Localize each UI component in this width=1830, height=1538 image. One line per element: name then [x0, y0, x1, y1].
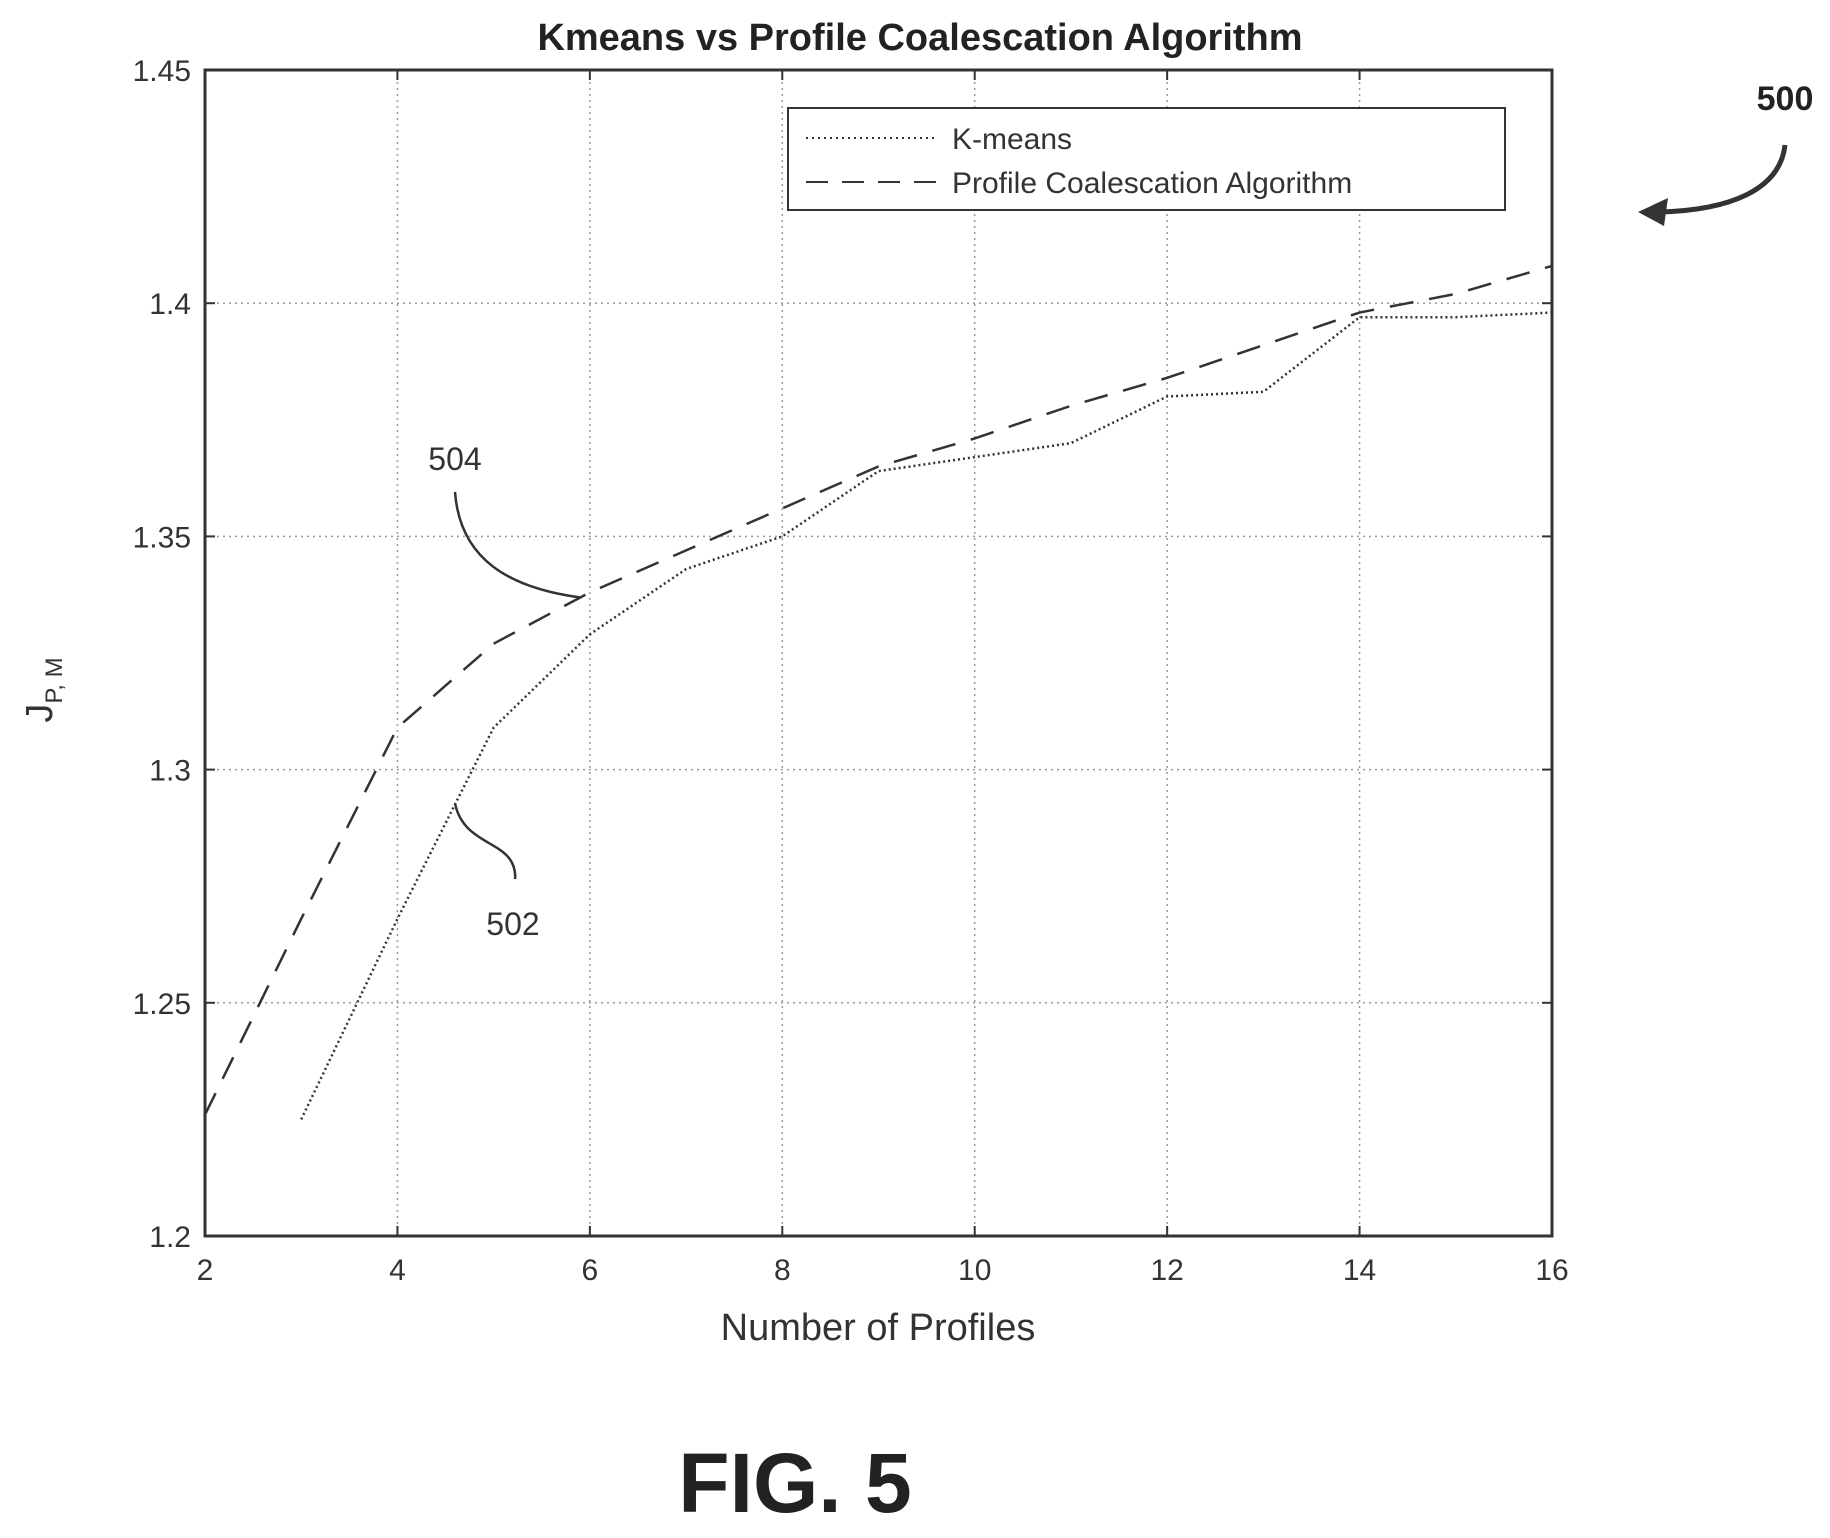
grid: [205, 70, 1552, 1236]
x-tick-label: 2: [197, 1254, 214, 1287]
y-axis-label: JP, M: [19, 657, 68, 722]
chart-title: Kmeans vs Profile Coalescation Algorithm: [537, 17, 1302, 59]
legend-label-kmeans: K-means: [952, 123, 1072, 156]
y-tick-label: 1.35: [133, 521, 191, 554]
y-tick-label: 1.2: [149, 1221, 191, 1254]
legend-label-pca: Profile Coalescation Algorithm: [952, 167, 1352, 200]
series-line-profile-coalescation: [203, 264, 1553, 1116]
annotation-502: 502: [453, 803, 540, 942]
y-tick-label: 1.45: [133, 55, 191, 88]
x-tick-label: 12: [1150, 1254, 1183, 1287]
svg-text:JP, M: JP, M: [19, 657, 68, 722]
figure-ref: 500: [1638, 80, 1813, 226]
svg-text:502: 502: [486, 906, 539, 942]
x-tick-label: 4: [389, 1254, 406, 1287]
x-tick-label: 8: [774, 1254, 791, 1287]
figure-caption: FIG. 5: [678, 1436, 911, 1530]
y-axis-label-main: J: [19, 704, 61, 723]
annotation-504-leader: [453, 491, 581, 599]
x-tick-label: 6: [582, 1254, 599, 1287]
series-line-kmeans: [300, 311, 1553, 1120]
series-layer: [203, 264, 1553, 1120]
x-tick-label: 14: [1343, 1254, 1376, 1287]
annotation-502-leader: [453, 803, 517, 880]
ticks: 2 4 6 8 10 12 14 16 1.2 1.25 1.3 1.35 1.4 1.45: [133, 55, 1569, 1287]
figure-ref-number: 500: [1757, 80, 1814, 118]
x-tick-label: 16: [1535, 1254, 1568, 1287]
figure-ref-arrowhead: [1638, 198, 1668, 226]
annotation-504: 504: [428, 441, 581, 599]
plot-area-frame: [203, 68, 1554, 1238]
y-tick-label: 1.4: [149, 288, 191, 321]
figure-ref-arrow: [1659, 144, 1788, 215]
x-axis-label: Number of Profiles: [721, 1307, 1036, 1349]
y-tick-label: 1.25: [133, 988, 191, 1021]
legend-box: [787, 107, 1506, 211]
y-tick-label: 1.3: [149, 755, 191, 788]
legend: K-means Profile Coalescation Algorithm: [787, 107, 1506, 211]
svg-text:504: 504: [428, 441, 481, 477]
y-axis-label-sub: P, M: [41, 657, 68, 703]
x-tick-label: 10: [958, 1254, 991, 1287]
